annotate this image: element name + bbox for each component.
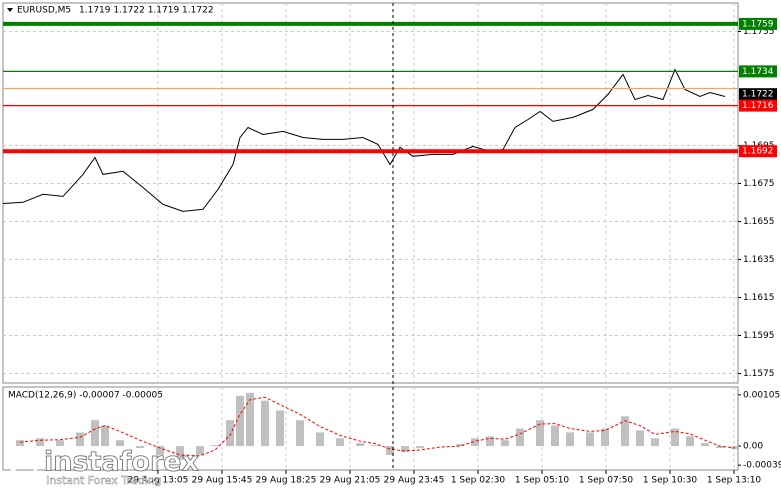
level-label-box xyxy=(739,17,777,30)
x-tick-label: 1 Sep 13:10 xyxy=(707,476,762,486)
price-quote: 1.1719 1.1722 1.1719 1.1722 xyxy=(79,6,214,16)
level-label: 1.1692 xyxy=(742,147,774,157)
y-tick-label: 0.00 xyxy=(743,442,763,452)
level-label-box xyxy=(739,99,777,112)
macd-bar xyxy=(371,445,379,447)
x-tick-label: 1 Sep 10:30 xyxy=(643,476,698,486)
y-tick-label: 1.1635 xyxy=(743,255,775,265)
level-label-box xyxy=(739,88,777,101)
watermark-brand: instaforex xyxy=(44,447,199,478)
macd-bar xyxy=(386,446,394,455)
macd-bar xyxy=(501,440,509,447)
macd-bar xyxy=(486,436,494,447)
y-tick-label: 1.1575 xyxy=(743,369,775,379)
macd-bar xyxy=(276,410,284,447)
macd-bar xyxy=(236,395,244,447)
level-label: 1.1759 xyxy=(742,19,774,29)
macd-bar xyxy=(196,446,204,455)
macd-bar xyxy=(316,432,324,447)
price-line xyxy=(2,68,726,212)
macd-bar xyxy=(91,420,99,447)
chart-title: EURUSD,M5 xyxy=(17,6,71,16)
macd-bar xyxy=(456,444,464,447)
macd-bar xyxy=(416,446,424,449)
macd-bar xyxy=(211,445,219,447)
level-label-box xyxy=(739,65,777,78)
y-tick-label: 0.00105 xyxy=(743,390,780,400)
y-tick-label: -0.00039 xyxy=(743,461,781,471)
macd-bar xyxy=(101,425,109,447)
macd-bar xyxy=(56,440,64,447)
macd-bar xyxy=(686,436,694,447)
logo-ring xyxy=(8,446,40,478)
macd-bar xyxy=(176,446,184,460)
macd-bar xyxy=(536,420,544,447)
x-tick-label: 29 Aug 23:45 xyxy=(384,476,445,486)
macd-frame xyxy=(2,386,739,471)
watermark-tagline: Instant Forex Trading xyxy=(46,474,162,487)
macd-title: MACD(12,26,9) -0.00007 -0.00005 xyxy=(8,391,163,401)
macd-bar xyxy=(701,443,709,447)
macd-bar xyxy=(261,400,269,447)
level-label: 1.1734 xyxy=(742,67,774,77)
macd-bar xyxy=(336,438,344,447)
macd-bar xyxy=(296,420,304,447)
signal-line xyxy=(19,396,736,457)
macd-bar xyxy=(356,443,364,447)
logo-arrow xyxy=(12,451,36,471)
level-label-box xyxy=(739,145,777,158)
price-frame xyxy=(2,2,739,384)
macd-bar xyxy=(226,420,234,447)
macd-bar xyxy=(566,432,574,447)
macd-bar xyxy=(671,428,679,447)
y-tick-label: 1.1755 xyxy=(743,27,775,37)
macd-bar xyxy=(551,425,559,447)
level-label: 1.1716 xyxy=(742,101,774,111)
level-label: 1.1722 xyxy=(742,90,774,100)
y-tick-label: 1.1655 xyxy=(743,217,775,227)
macd-bar xyxy=(586,432,594,447)
macd-bar xyxy=(136,446,144,449)
x-tick-label: 29 Aug 13:05 xyxy=(128,476,189,486)
macd-bar xyxy=(516,428,524,447)
y-tick-label: 1.1615 xyxy=(743,293,775,303)
x-tick-label: 1 Sep 05:10 xyxy=(515,476,570,486)
macd-bar xyxy=(401,446,409,452)
x-tick-label: 1 Sep 07:50 xyxy=(579,476,634,486)
macd-bar xyxy=(16,440,24,447)
macd-bar xyxy=(636,430,644,447)
macd-bar xyxy=(651,438,659,447)
macd-bar xyxy=(246,392,254,447)
x-tick-label: 29 Aug 21:05 xyxy=(320,476,381,486)
macd-bar xyxy=(76,432,84,447)
macd-bar xyxy=(116,440,124,447)
x-tick-label: 29 Aug 15:45 xyxy=(192,476,253,486)
macd-bar xyxy=(156,446,164,455)
macd-bar xyxy=(471,438,479,447)
watermark: instaforex Instant Forex Trading xyxy=(8,446,199,487)
x-tick-label: 29 Aug 18:25 xyxy=(256,476,317,486)
macd-bar xyxy=(716,446,724,449)
symbol-icon xyxy=(7,8,13,12)
macd-bar xyxy=(621,416,629,447)
y-tick-label: 1.1675 xyxy=(743,179,775,189)
x-tick-label: 1 Sep 02:30 xyxy=(451,476,506,486)
macd-bar xyxy=(36,438,44,447)
y-tick-label: 1.1595 xyxy=(743,331,775,341)
macd-bar xyxy=(601,428,609,447)
